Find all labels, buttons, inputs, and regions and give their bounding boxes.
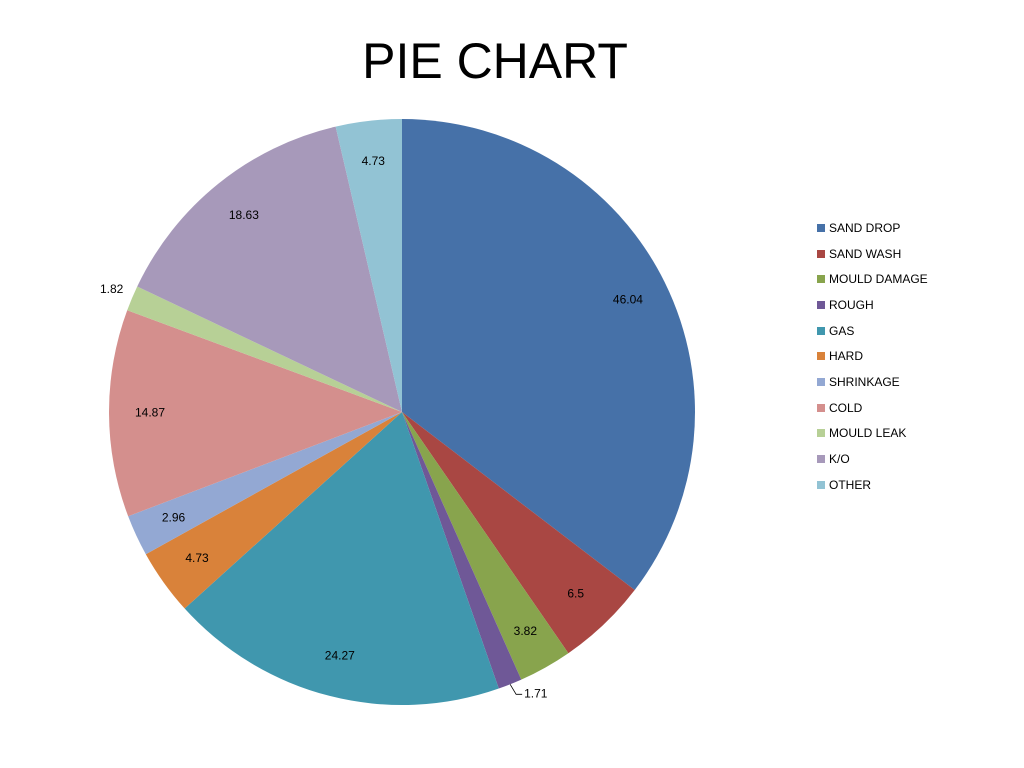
leader-line-rough <box>509 684 523 695</box>
slice-label-hard: 4.73 <box>185 551 209 565</box>
legend-label: COLD <box>829 400 863 415</box>
legend-item-mould-leak: MOULD LEAK <box>817 421 997 447</box>
slice-label-gas: 24.27 <box>325 648 355 662</box>
pie-labels: 46.04 6.5 3.82 1.71 24.27 4.73 2.96 14.87 1.82 18… <box>100 154 643 701</box>
legend-item-shrinkage: SHRINKAGE <box>817 369 997 395</box>
slice-other <box>335 119 402 412</box>
chart-title: PIE CHART <box>362 33 628 89</box>
legend-label: SAND DROP <box>829 220 901 235</box>
legend-item-mould-damage: MOULD DAMAGE <box>817 266 997 292</box>
legend-item-k-o: K/O <box>817 446 997 472</box>
slice-sand-wash <box>402 412 635 654</box>
legend-label: ROUGH <box>829 297 874 312</box>
slice-mould-damage <box>402 412 569 680</box>
legend-swatch <box>817 455 825 464</box>
slice-label-mould-damage: 3.82 <box>514 624 538 638</box>
legend-swatch <box>817 352 825 361</box>
slice-mould-leak <box>127 286 402 412</box>
slice-label-other: 4.73 <box>362 154 386 168</box>
legend-item-hard: HARD <box>817 343 997 369</box>
slice-gas <box>184 412 499 705</box>
legend-label: MOULD LEAK <box>829 426 907 441</box>
legend-item-rough: ROUGH <box>817 292 997 318</box>
legend-label: OTHER <box>829 477 871 492</box>
legend: SAND DROP SAND WASH MOULD DAMAGE ROUGH GAS HA… <box>817 215 997 498</box>
legend-swatch <box>817 275 825 284</box>
pie-slices <box>109 119 696 705</box>
legend-swatch <box>817 377 825 386</box>
legend-item-sand-drop: SAND DROP <box>817 215 997 241</box>
slice-k-o <box>137 126 402 412</box>
legend-swatch <box>817 249 825 258</box>
legend-item-other: OTHER <box>817 472 997 498</box>
legend-label: SAND WASH <box>829 246 902 261</box>
slice-cold <box>109 310 403 517</box>
legend-label: K/O <box>829 452 850 467</box>
slice-label-cold: 14.87 <box>135 405 165 419</box>
legend-swatch <box>817 480 825 489</box>
legend-item-sand-wash: SAND WASH <box>817 241 997 267</box>
slice-label-sand-drop: 46.04 <box>613 293 643 307</box>
legend-item-cold: COLD <box>817 395 997 421</box>
slice-label-sand-wash: 6.5 <box>567 587 584 601</box>
slice-label-shrinkage: 2.96 <box>162 510 186 524</box>
legend-label: MOULD DAMAGE <box>829 272 928 287</box>
slice-rough <box>402 412 522 689</box>
legend-item-gas: GAS <box>817 318 997 344</box>
slice-sand-drop <box>402 119 696 591</box>
legend-label: GAS <box>829 323 855 338</box>
slice-hard <box>145 412 403 609</box>
slice-label-k-o: 18.63 <box>229 208 259 222</box>
legend-swatch <box>817 326 825 335</box>
legend-swatch <box>817 403 825 412</box>
legend-swatch <box>817 223 825 232</box>
slice-label-rough: 1.71 <box>524 686 548 700</box>
legend-swatch <box>817 429 825 438</box>
slice-shrinkage <box>128 412 402 555</box>
slice-label-mould-leak: 1.82 <box>100 282 124 296</box>
legend-label: SHRINKAGE <box>829 374 900 389</box>
legend-label: HARD <box>829 349 864 364</box>
legend-swatch <box>817 300 825 309</box>
